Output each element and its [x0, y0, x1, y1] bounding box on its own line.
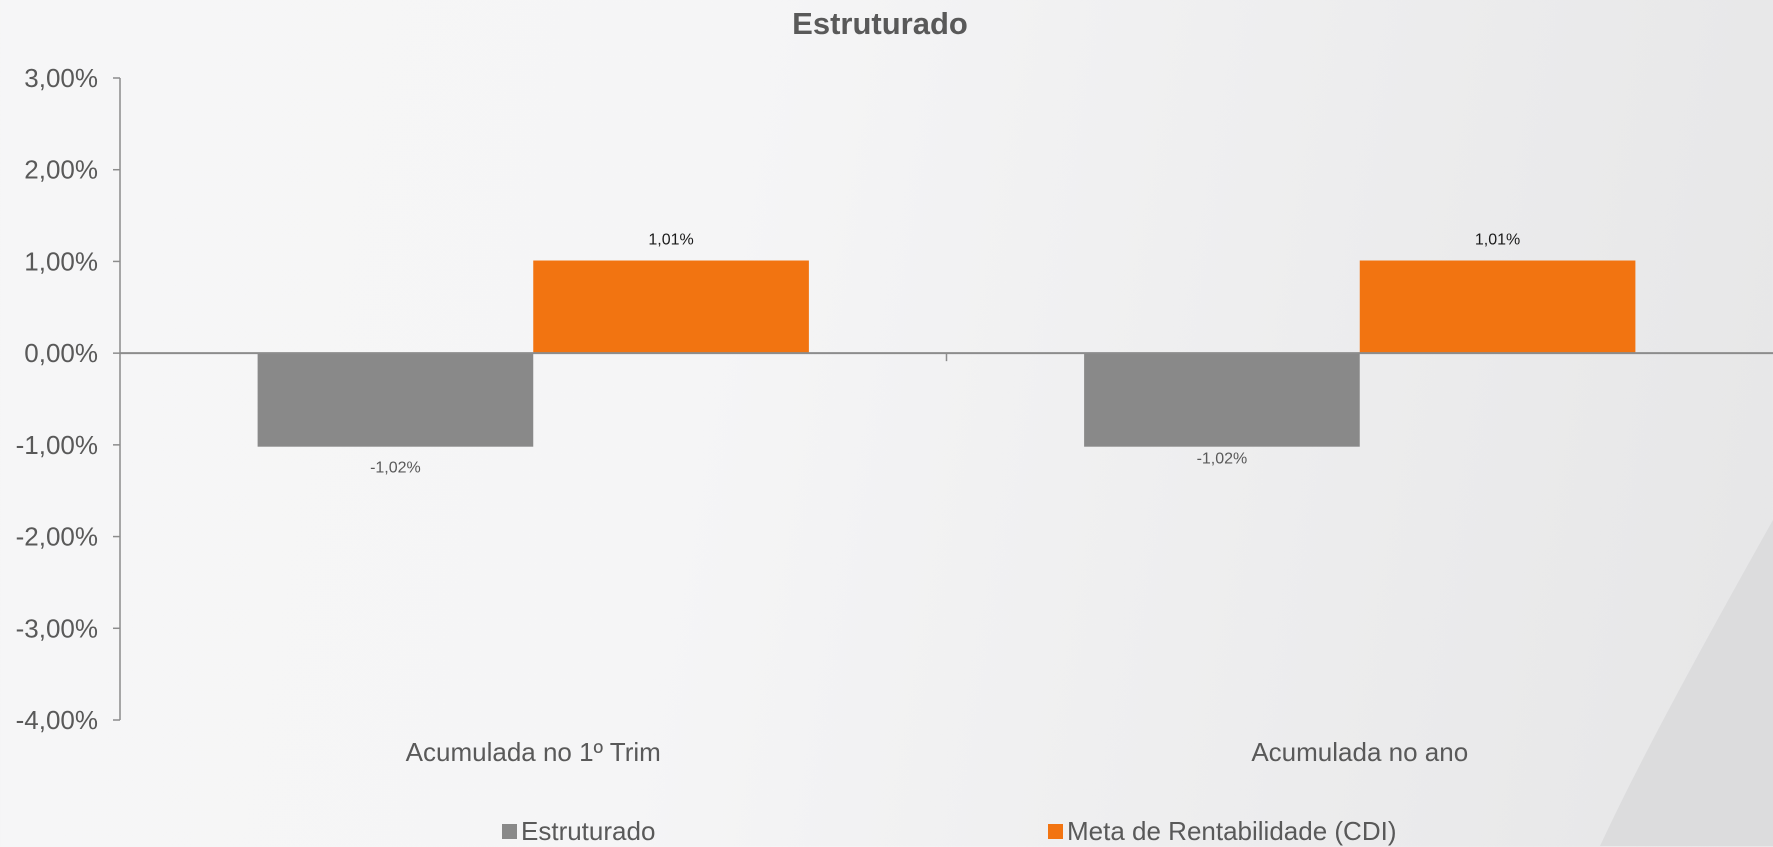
y-tick-label: 0,00%	[24, 338, 98, 368]
data-label: 1,01%	[1475, 232, 1520, 249]
legend-swatch-meta-cdi	[1048, 824, 1063, 839]
bar	[1359, 260, 1636, 354]
y-tick-label: 3,00%	[24, 63, 98, 93]
legend-label-meta-cdi: Meta de Rentabilidade (CDI)	[1067, 816, 1397, 846]
y-tick-label: -4,00%	[16, 705, 98, 735]
legend-swatch-estruturado	[502, 824, 517, 839]
y-tick-label: -1,00%	[16, 430, 98, 460]
y-tick-label: -3,00%	[16, 613, 98, 643]
legend-item-estruturado: Estruturado	[502, 816, 656, 846]
chart-title: Estruturado	[792, 6, 968, 41]
x-category-label: Acumulada no ano	[1251, 737, 1468, 767]
legend-item-meta-cdi: Meta de Rentabilidade (CDI)	[1048, 816, 1397, 846]
bar	[257, 353, 534, 447]
legend-label-estruturado: Estruturado	[521, 816, 656, 846]
x-category-label: Acumulada no 1º Trim	[406, 737, 661, 767]
y-tick-label: 2,00%	[24, 155, 98, 185]
data-label: -1,02%	[370, 460, 421, 477]
data-label: 1,01%	[648, 232, 693, 249]
y-tick-label: -2,00%	[16, 522, 98, 552]
bar	[533, 260, 809, 354]
bar	[1084, 353, 1360, 447]
y-tick-label: 1,00%	[24, 246, 98, 276]
data-label: -1,02%	[1197, 451, 1248, 468]
